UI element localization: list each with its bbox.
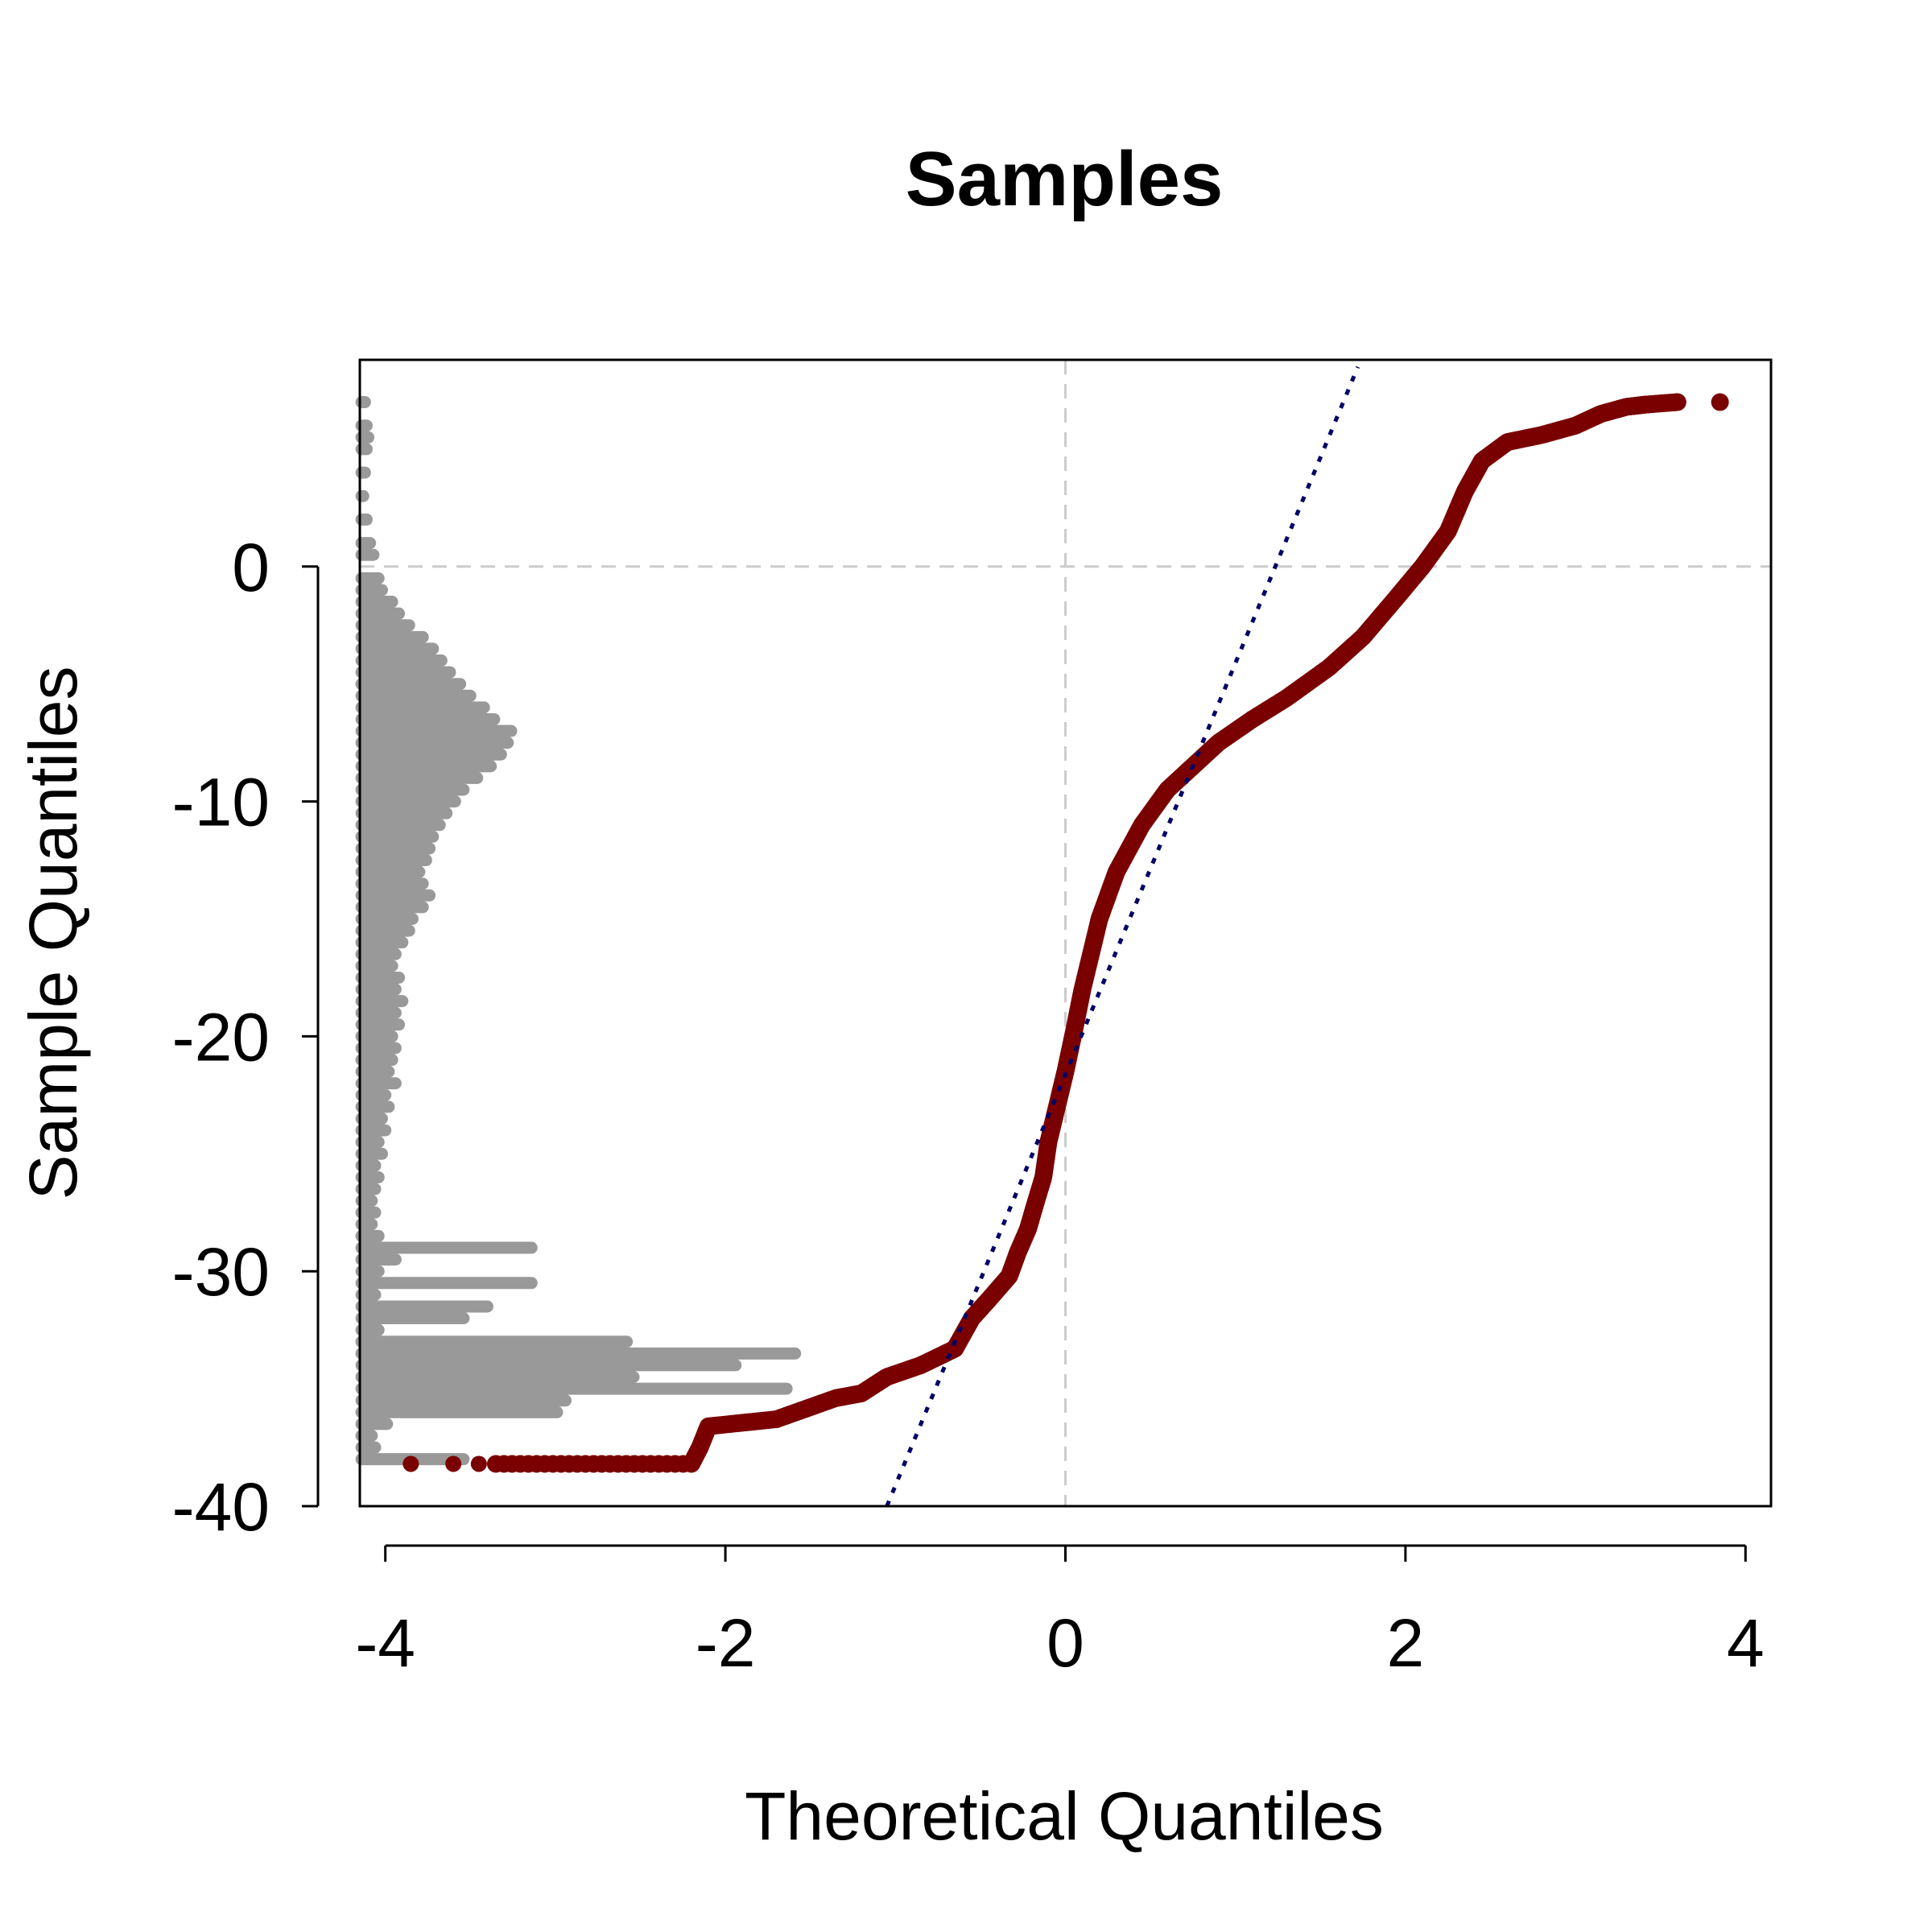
qq-point	[402, 1455, 419, 1472]
qq-points	[402, 393, 1729, 1473]
plot-area	[355, 358, 1773, 1508]
y-tick-label: -30	[172, 1234, 270, 1310]
y-tick-label: 0	[232, 530, 270, 605]
x-tick-label: 0	[1046, 1605, 1084, 1681]
x-tick-label: 4	[1727, 1605, 1765, 1681]
qq-point	[1711, 393, 1729, 411]
y-tick-label: -20	[172, 999, 270, 1075]
chart-title: Samples	[906, 136, 1224, 222]
y-axis: 0 -10 -20 -30 -40	[172, 530, 320, 1545]
x-axis: -4 -2 0 2 4	[355, 1544, 1765, 1681]
plot-frame	[358, 358, 1773, 1508]
x-tick-label: 2	[1387, 1605, 1425, 1681]
x-axis-label: Theoretical Quantiles	[745, 1778, 1384, 1854]
qq-point	[445, 1455, 462, 1472]
x-tick-label: -2	[696, 1605, 756, 1681]
qq-point	[1667, 393, 1686, 411]
reference-lines	[360, 360, 1771, 1506]
sample-histogram	[355, 396, 802, 1466]
qq-point	[470, 1455, 487, 1472]
x-tick-label: -4	[355, 1605, 415, 1681]
qq-reference-line	[885, 365, 1360, 1507]
y-axis-label: Sample Quantiles	[15, 666, 91, 1199]
y-tick-label: -10	[172, 765, 270, 840]
y-tick-label: -40	[172, 1469, 270, 1545]
